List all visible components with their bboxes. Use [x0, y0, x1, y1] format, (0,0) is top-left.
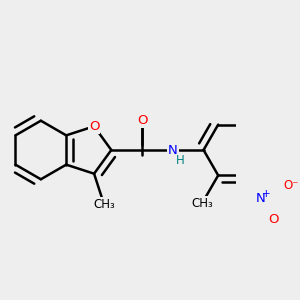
- Text: O: O: [137, 114, 147, 127]
- Text: CH₃: CH₃: [191, 197, 213, 210]
- Text: H: H: [176, 154, 184, 167]
- Text: O: O: [268, 213, 278, 226]
- Text: O⁻: O⁻: [284, 178, 299, 191]
- Text: +: +: [262, 189, 271, 199]
- Text: O: O: [89, 120, 99, 133]
- Text: N: N: [168, 143, 178, 157]
- Text: CH₃: CH₃: [93, 198, 115, 211]
- Text: N: N: [256, 192, 266, 205]
